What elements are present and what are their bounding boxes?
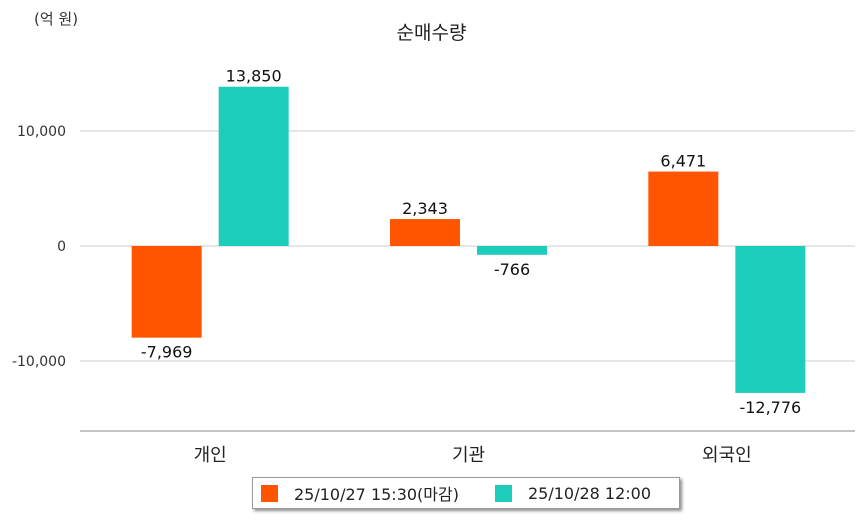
x-tick-label: 외국인 — [702, 445, 752, 466]
legend-swatch-series-2 — [494, 484, 512, 502]
bar-2 — [735, 246, 806, 393]
chart-title: 순매수량 — [396, 22, 467, 44]
bar-chart: 10,000 0 -10,000 -7,969 13,850 개인 2,343 -766 기관 6… — [12, 67, 855, 466]
legend-item-series-1[interactable]: 25/10/27 15:30(마감) — [261, 481, 459, 505]
unit-label: (억 원) — [34, 10, 79, 28]
bar-1 — [648, 171, 719, 246]
y-tick-label: 0 — [57, 239, 66, 255]
x-tick-label: 기관 — [452, 445, 485, 466]
legend-item-series-2[interactable]: 25/10/28 12:00 — [494, 483, 652, 503]
x-tick-label: 개인 — [194, 445, 227, 466]
legend-swatch-series-1 — [261, 484, 278, 502]
chart-legend: 25/10/27 15:30(마감) 25/10/28 12:00 — [252, 477, 680, 509]
data-label: 2,343 — [402, 199, 448, 218]
legend-label-series-2: 25/10/28 12:00 — [527, 483, 652, 503]
bar-2 — [218, 86, 289, 246]
legend-label-series-1: 25/10/27 15:30(마감) — [294, 485, 459, 504]
data-label: -12,776 — [739, 398, 801, 417]
y-tick-label: 10,000 — [17, 124, 66, 140]
y-tick-label: -10,000 — [12, 354, 66, 370]
bar-1 — [131, 246, 202, 338]
data-label: -7,969 — [141, 343, 193, 362]
data-label: 13,850 — [226, 67, 282, 86]
data-label: -766 — [494, 260, 530, 279]
bar-1 — [390, 219, 460, 246]
bar-2 — [477, 246, 547, 255]
data-label: 6,471 — [660, 152, 706, 171]
